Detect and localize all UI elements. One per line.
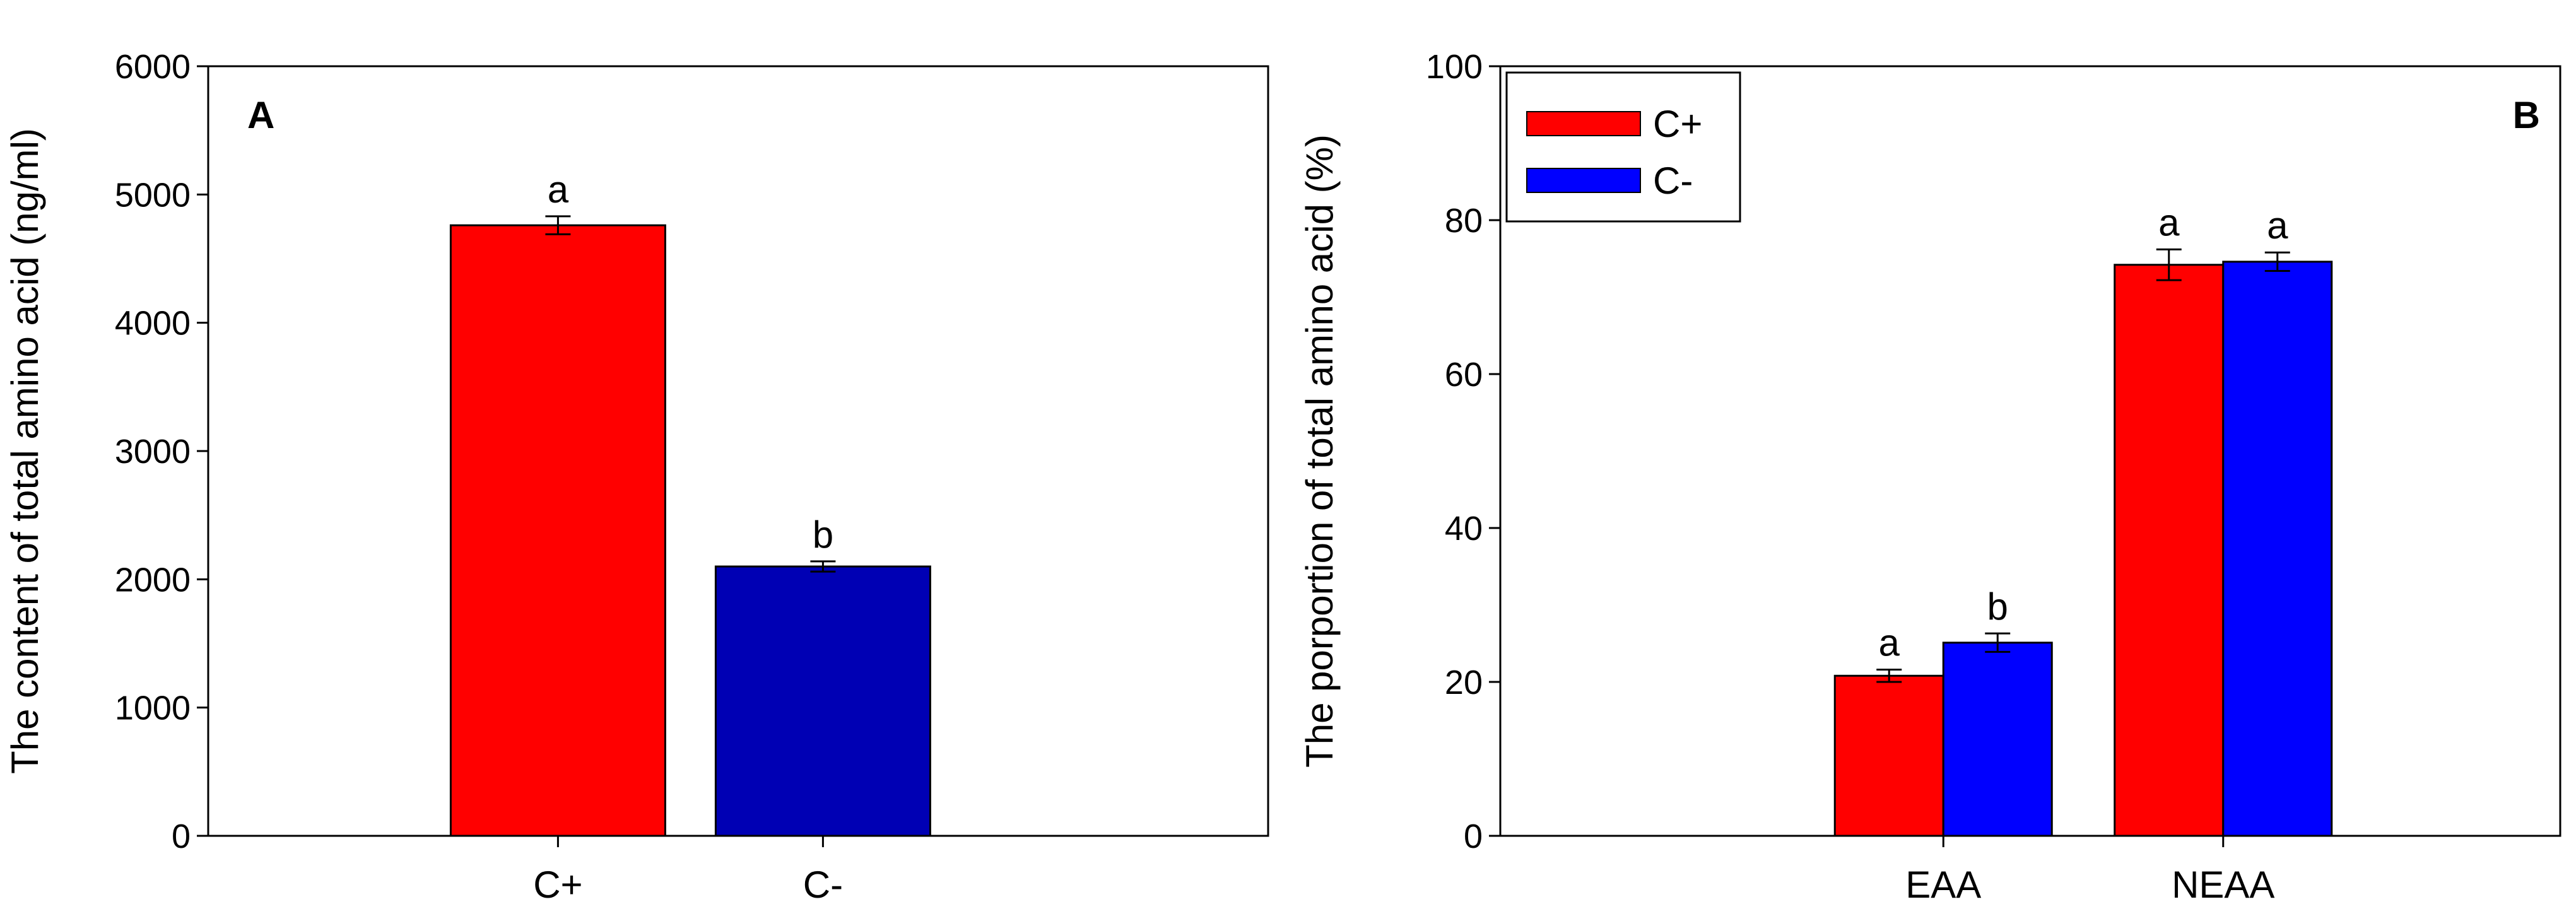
legend-label-c-minus: C- xyxy=(1653,160,1693,202)
panel-a-significance-label-1: b xyxy=(813,513,833,556)
panel-b-bar-0-1 xyxy=(1942,642,2053,837)
panel-b-error-bar-1-1 xyxy=(2264,251,2290,273)
panel-b-y-axis-title: The porportion of total amino acid (%) xyxy=(1298,134,1341,768)
panel-a-y-tick-label: 1000 xyxy=(115,689,191,727)
panel-a-category-label-1: C- xyxy=(803,864,843,906)
panel-a-y-tick-label: 4000 xyxy=(115,305,191,343)
panel-b-bars: a b EAA a a NEAA xyxy=(1833,201,2333,906)
panel-a-y-tick-label: 6000 xyxy=(115,48,191,86)
legend-swatch-c-plus xyxy=(1526,111,1641,136)
panel-b-y-tick-label: 40 xyxy=(1445,510,1483,548)
panel-a-y-tick-label: 3000 xyxy=(115,433,191,471)
legend-label-c-plus: C+ xyxy=(1653,103,1702,145)
panel-a-y-tick-label: 0 xyxy=(172,818,191,855)
panel-a-bar-1 xyxy=(714,565,931,837)
panel-b-significance-label-1-1: a xyxy=(2267,204,2288,247)
panel-a-bars: a C+ b C- xyxy=(449,168,931,906)
panel-a-chart: 0 1000 2000 3000 4000 5000 6000 a C+ b C- A The c… xyxy=(4,48,1269,906)
panel-b-significance-label-1-0: a xyxy=(2158,201,2180,243)
panel-a-y-ticks: 0 1000 2000 3000 4000 5000 6000 xyxy=(115,48,208,855)
panel-b-letter: B xyxy=(2513,94,2540,136)
panel-b-error-bar-1-0 xyxy=(2156,248,2182,281)
legend-frame xyxy=(1505,71,1741,223)
panel-a-y-axis-title: The content of total amino acid (ng/ml) xyxy=(4,128,46,774)
panel-a-error-bar-1 xyxy=(810,560,836,573)
panel-a-category-label-0: C+ xyxy=(533,864,582,906)
panel-a-y-tick-label: 5000 xyxy=(115,176,191,214)
panel-b-error-bar-0-0 xyxy=(1876,668,1902,683)
panel-a-y-tick-label: 2000 xyxy=(115,561,191,599)
panel-b-y-ticks: 0 20 40 60 80 100 xyxy=(1426,48,1500,855)
panel-b-y-tick-label: 20 xyxy=(1445,664,1483,701)
panel-b-bar-1-1 xyxy=(2222,261,2333,837)
panel-a-letter: A xyxy=(247,94,274,136)
panel-b-y-tick-label: 100 xyxy=(1426,48,1483,86)
panel-a-bar-0 xyxy=(449,224,666,837)
panel-b-category-label-1: NEAA xyxy=(2172,864,2274,906)
panel-b-chart: 0 20 40 60 80 100 a b EAA a a NEAA B The porportio… xyxy=(1298,48,2561,906)
panel-b-category-label-0: EAA xyxy=(1905,864,1981,906)
panel-b-significance-label-0-1: b xyxy=(1987,585,2008,628)
panel-a-significance-label-0: a xyxy=(548,168,569,211)
panel-b-legend: C+ C- xyxy=(1505,71,1741,223)
panel-b-bar-1-0 xyxy=(2114,264,2225,837)
panel-b-significance-label-0-0: a xyxy=(1879,621,1900,664)
panel-b-y-tick-label: 0 xyxy=(1464,818,1483,855)
panel-a-error-bar-0 xyxy=(545,215,571,235)
panel-b-bar-0-0 xyxy=(1833,674,1944,837)
panel-b-y-tick-label: 60 xyxy=(1445,356,1483,394)
legend-swatch-c-minus xyxy=(1526,168,1641,193)
panel-b-y-tick-label: 80 xyxy=(1445,202,1483,240)
panel-b-error-bar-0-1 xyxy=(1985,632,2011,653)
